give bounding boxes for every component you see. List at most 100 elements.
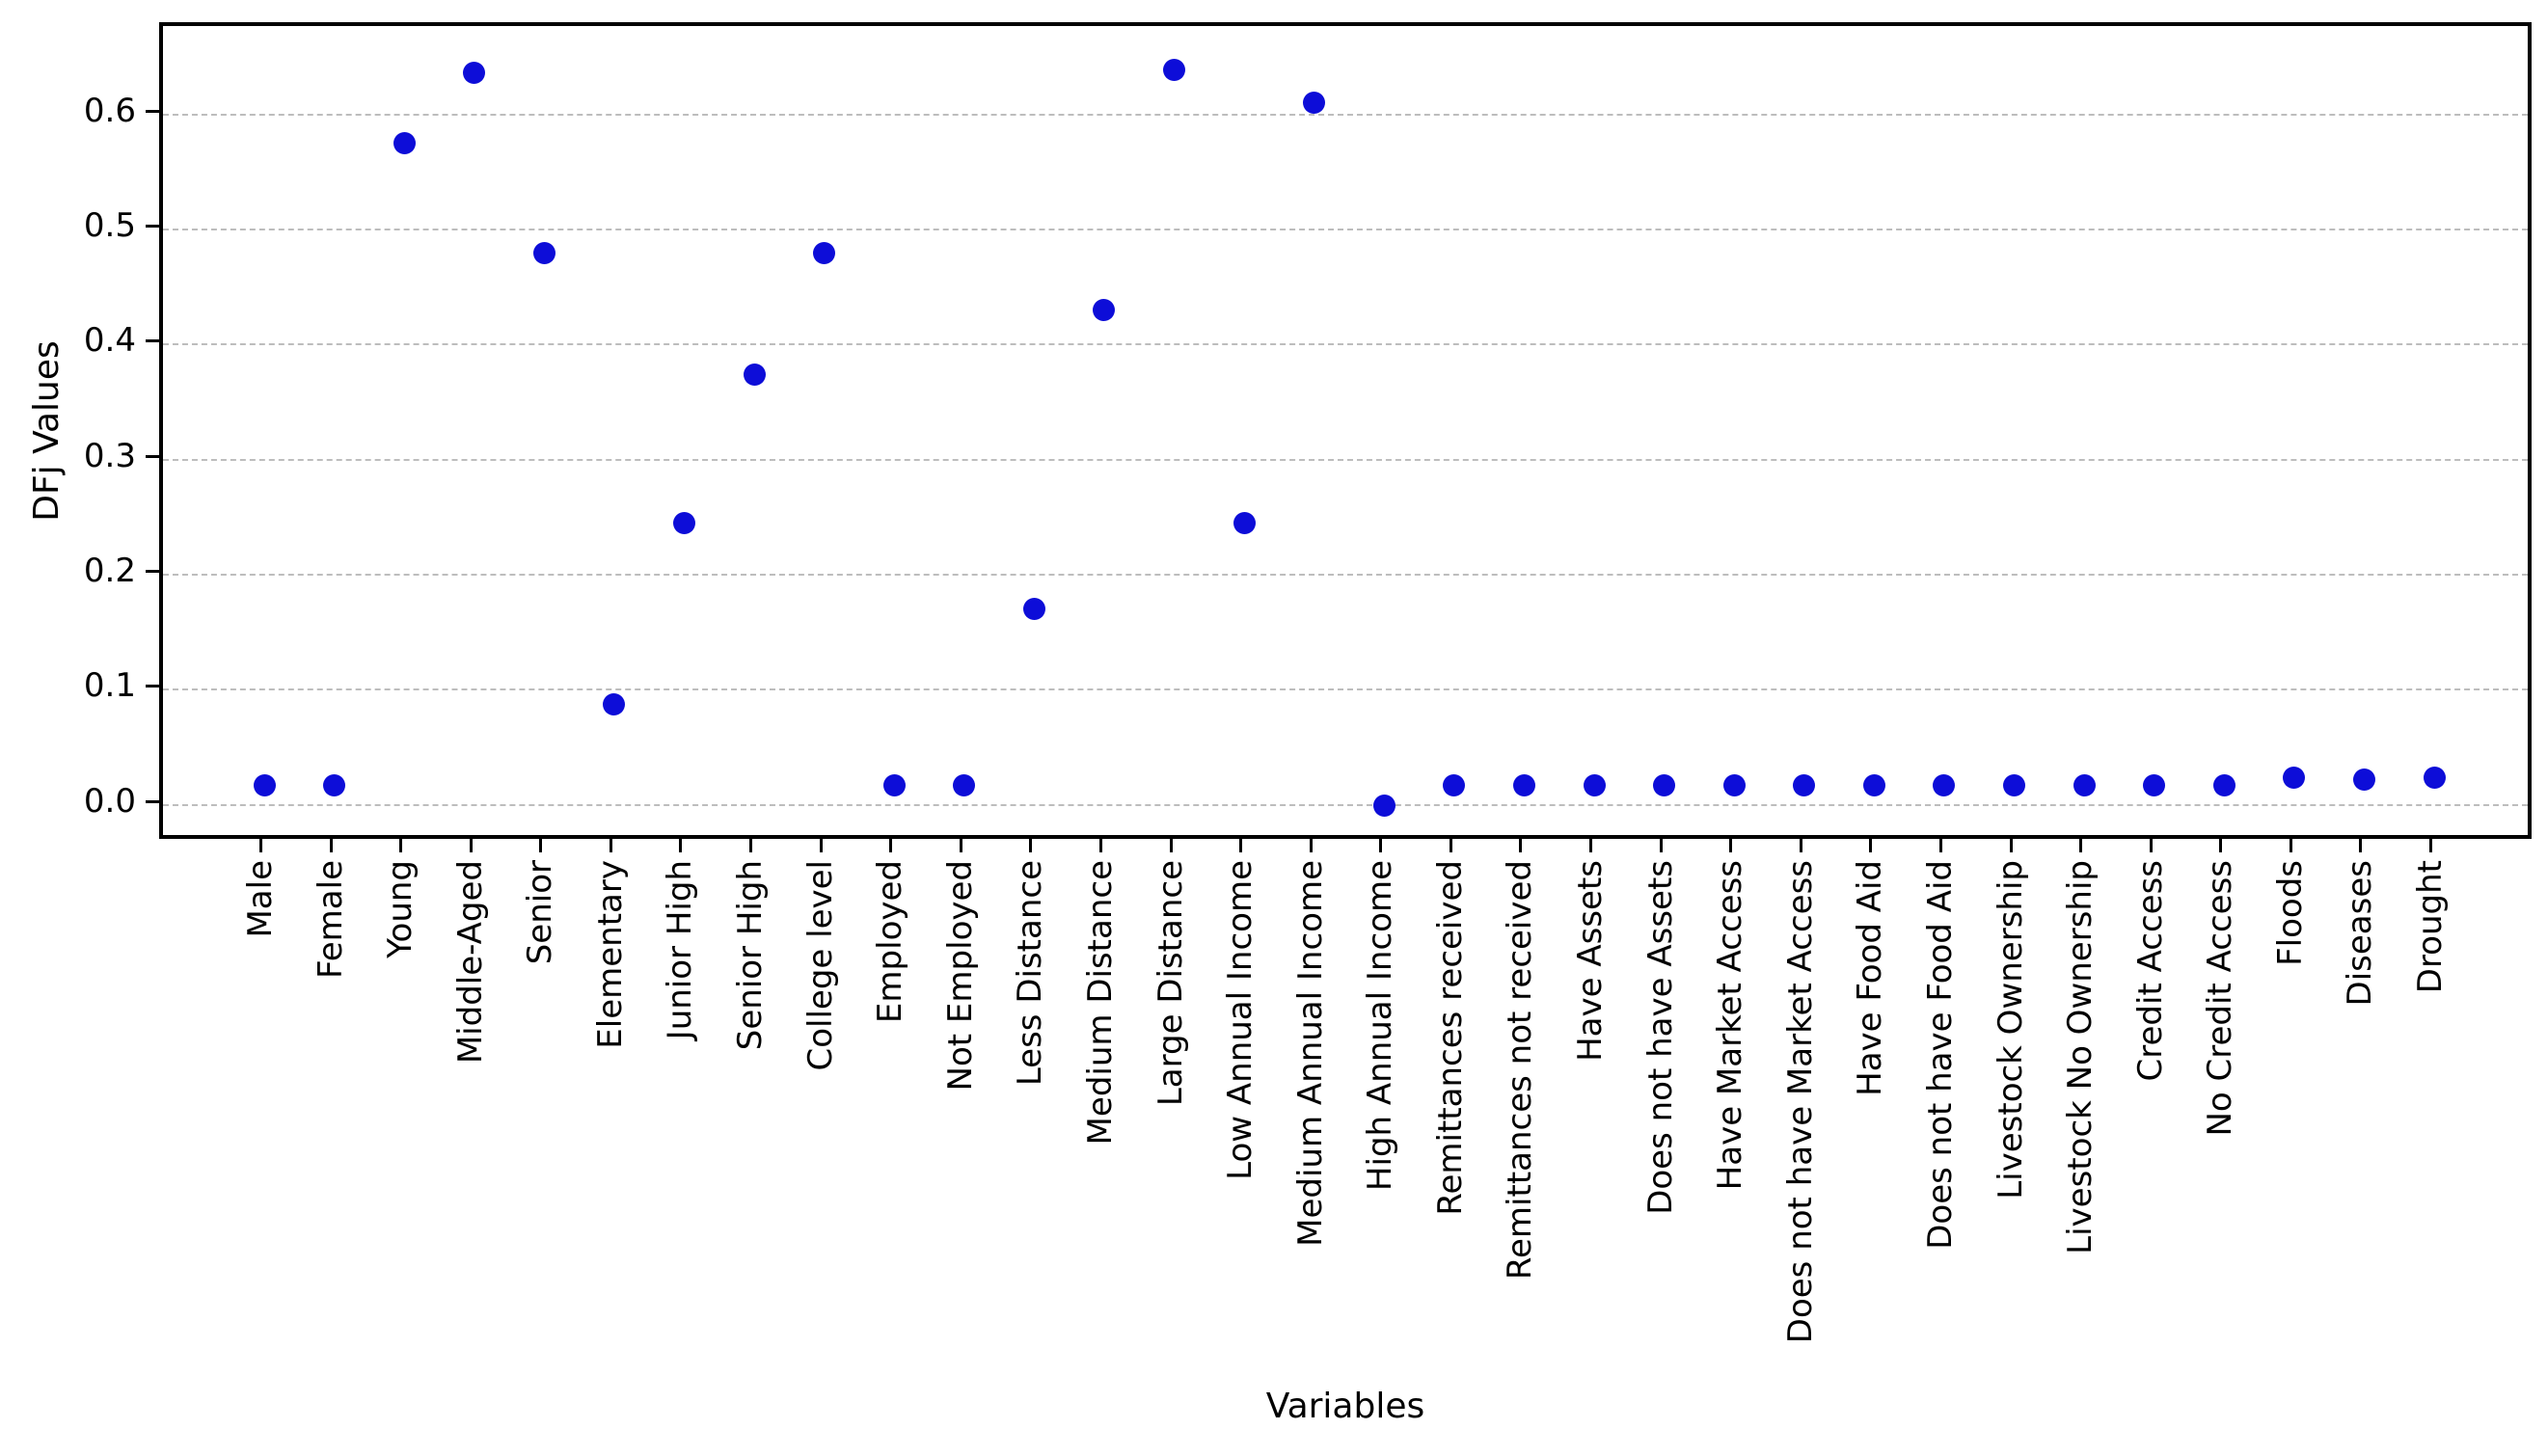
data-point: [953, 773, 976, 796]
x-tick-label: Elementary: [590, 860, 630, 1049]
x-tick-mark: [1519, 839, 1523, 852]
x-tick-label: Livestock No Ownership: [2061, 860, 2100, 1254]
x-tick-mark: [399, 839, 403, 852]
y-tick-label-0.4: 0.4: [83, 321, 136, 361]
x-tick-label: No Credit Access: [2201, 860, 2240, 1137]
y-gridline-0.6: [163, 113, 2528, 116]
data-point: [2143, 773, 2166, 796]
x-tick-label: Female: [311, 860, 350, 979]
x-tick-mark: [469, 839, 473, 852]
data-point: [1163, 58, 1186, 81]
x-tick-mark: [2009, 839, 2013, 852]
y-tick-label-0.0: 0.0: [83, 781, 136, 821]
x-tick-mark: [749, 839, 753, 852]
x-tick-label: Diseases: [2341, 860, 2380, 1007]
x-tick-label: Does not have Assets: [1640, 860, 1680, 1215]
data-point: [672, 511, 695, 534]
data-point: [1933, 773, 1956, 796]
x-tick-label: Middle-Aged: [450, 860, 490, 1065]
x-tick-label: Drought: [2411, 860, 2450, 994]
x-tick-mark: [1098, 839, 1102, 852]
x-tick-label: Young: [381, 860, 420, 958]
data-point: [253, 773, 276, 796]
x-tick-mark: [819, 839, 823, 852]
x-tick-label: Does not have Food Aid: [1920, 860, 1960, 1250]
x-tick-label: Large Distance: [1151, 860, 1190, 1107]
x-tick-mark: [1449, 839, 1452, 852]
x-tick-label: High Annual Income: [1361, 860, 1400, 1192]
x-tick-label: Senior High: [731, 860, 771, 1051]
x-tick-label: Have Market Access: [1711, 860, 1750, 1191]
y-gridline-0.4: [163, 343, 2528, 346]
plot-area: [159, 22, 2532, 839]
data-point: [743, 363, 766, 386]
x-tick-label: Male: [241, 860, 280, 938]
data-point: [1653, 773, 1676, 796]
y-gridline-0.5: [163, 229, 2528, 231]
x-tick-mark: [2289, 839, 2292, 852]
x-tick-mark: [2219, 839, 2223, 852]
data-point: [323, 773, 346, 796]
x-tick-label: Livestock Ownership: [1991, 860, 2030, 1200]
data-point: [1583, 773, 1606, 796]
x-tick-mark: [609, 839, 612, 852]
x-tick-mark: [1309, 839, 1313, 852]
y-tick-mark: [146, 685, 159, 688]
data-point: [463, 62, 486, 85]
x-tick-mark: [959, 839, 962, 852]
x-tick-mark: [1169, 839, 1173, 852]
data-point: [1862, 773, 1885, 796]
y-tick-mark: [146, 339, 159, 343]
data-point: [1022, 598, 1045, 621]
x-tick-mark: [1869, 839, 1873, 852]
y-tick-mark: [146, 570, 159, 574]
x-tick-label: Remittances received: [1430, 860, 1470, 1216]
data-point: [2423, 766, 2446, 789]
x-tick-label: Low Annual Income: [1221, 860, 1260, 1180]
data-point: [1722, 773, 1746, 796]
data-point: [1372, 795, 1395, 818]
x-tick-mark: [539, 839, 543, 852]
x-tick-mark: [2079, 839, 2083, 852]
data-point: [2073, 773, 2096, 796]
y-tick-mark: [146, 454, 159, 458]
x-tick-label: Not Employed: [940, 860, 980, 1092]
x-tick-label: Employed: [871, 860, 910, 1024]
x-tick-label: Junior High: [661, 860, 700, 1040]
data-point: [393, 132, 416, 155]
y-tick-label-0.1: 0.1: [83, 666, 136, 706]
x-tick-label: Remittances not received: [1501, 860, 1540, 1281]
x-tick-mark: [1729, 839, 1733, 852]
x-tick-mark: [1029, 839, 1033, 852]
y-tick-label-0.5: 0.5: [83, 206, 136, 246]
x-tick-label: Have Food Aid: [1851, 860, 1890, 1096]
data-point: [1443, 773, 1466, 796]
data-point: [2003, 773, 2026, 796]
data-point: [1093, 299, 1116, 322]
data-point: [2283, 766, 2306, 789]
x-tick-mark: [2429, 839, 2432, 852]
x-tick-mark: [889, 839, 893, 852]
data-point: [603, 693, 626, 716]
data-point: [882, 773, 906, 796]
x-tick-label: Does not have Market Access: [1780, 860, 1820, 1344]
y-gridline-0.0: [163, 803, 2528, 806]
y-tick-label-0.3: 0.3: [83, 436, 136, 475]
x-tick-label: Medium Distance: [1080, 860, 1120, 1146]
y-gridline-0.1: [163, 688, 2528, 691]
x-tick-label: Have Assets: [1571, 860, 1611, 1062]
y-tick-mark: [146, 799, 159, 803]
x-axis-title: Variables: [1265, 1387, 1425, 1426]
x-tick-mark: [1659, 839, 1663, 852]
y-gridline-0.2: [163, 574, 2528, 577]
data-point: [1793, 773, 1816, 796]
data-point: [2212, 773, 2235, 796]
x-tick-mark: [259, 839, 262, 852]
x-tick-mark: [329, 839, 333, 852]
x-tick-mark: [1589, 839, 1593, 852]
x-tick-label: College level: [800, 860, 840, 1071]
x-tick-mark: [1938, 839, 1942, 852]
y-axis-title: DFj Values: [27, 340, 67, 522]
y-tick-label-0.2: 0.2: [83, 552, 136, 591]
